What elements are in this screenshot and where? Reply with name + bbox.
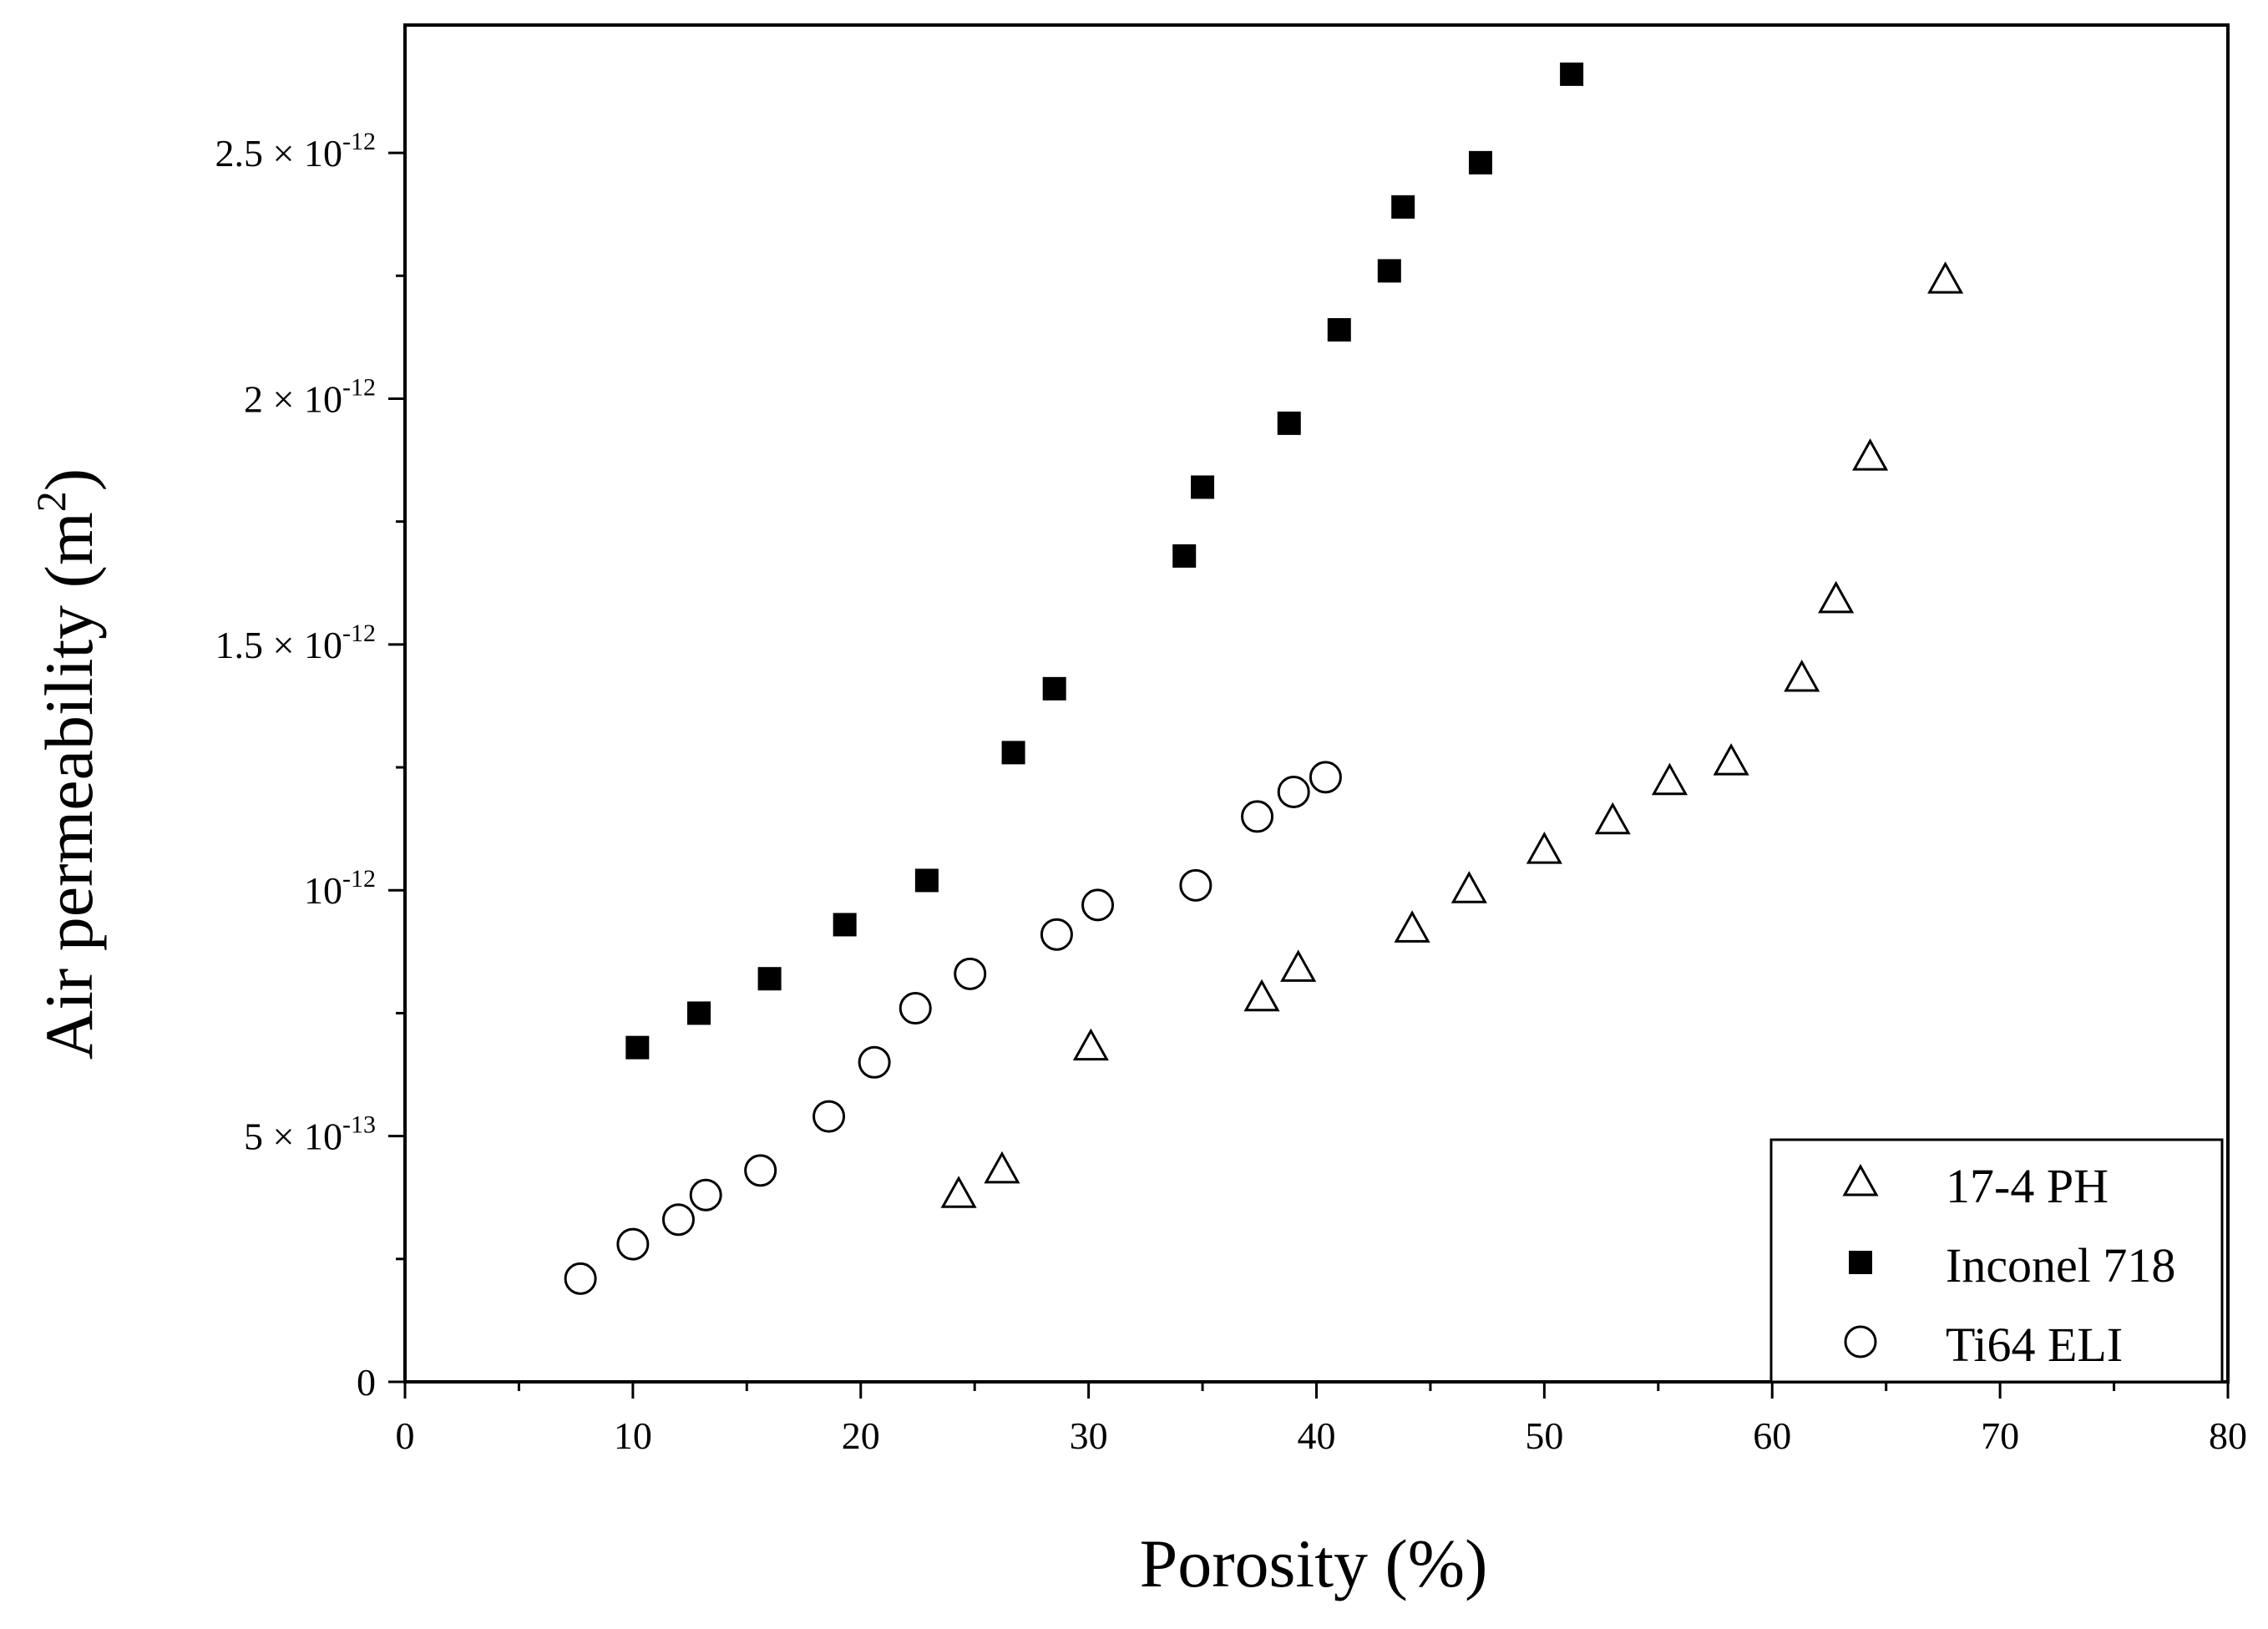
data-point: [1852, 438, 1889, 471]
data-point: [1468, 150, 1492, 175]
data-point: [1818, 580, 1855, 614]
data-point: [1784, 659, 1820, 692]
data-point: [616, 1227, 650, 1261]
legend-label: Ti64 ELI: [1946, 1318, 2123, 1372]
x-tick-label: 80: [2209, 1414, 2247, 1457]
data-point: [1191, 475, 1215, 499]
data-point: [687, 1001, 711, 1025]
data-marks: [564, 62, 1964, 1295]
series-inconel-718: [625, 62, 1584, 1060]
data-point: [1040, 918, 1073, 951]
data-point: [1309, 761, 1342, 794]
data-point: [1651, 762, 1688, 796]
x-tick-label: 10: [614, 1414, 652, 1457]
data-point: [757, 967, 782, 991]
data-point: [1594, 802, 1631, 835]
data-point: [689, 1178, 722, 1212]
x-tick-label: 0: [396, 1414, 415, 1457]
data-point: [940, 1176, 977, 1208]
data-point: [899, 992, 932, 1025]
data-point: [1927, 261, 1964, 294]
x-tick-label: 30: [1070, 1414, 1108, 1457]
data-point: [833, 913, 857, 937]
legend-marker: [1849, 1251, 1872, 1274]
legend-marker: [1842, 1163, 1879, 1196]
data-point: [1391, 195, 1415, 219]
y-tick-label: 5 × 10-13: [244, 1111, 376, 1158]
data-point: [1241, 800, 1274, 833]
x-tick-label: 20: [842, 1414, 880, 1457]
x-axis-title: Porosity (%): [1140, 1525, 1488, 1601]
data-point: [625, 1035, 650, 1060]
data-point: [1001, 741, 1025, 765]
data-point: [1327, 318, 1351, 342]
y-tick-label: 0: [357, 1361, 376, 1404]
data-point: [564, 1262, 597, 1295]
y-tick-label: 2.5 × 10-12: [215, 128, 376, 175]
data-point: [1450, 871, 1487, 903]
data-point: [858, 1045, 891, 1079]
data-point: [954, 957, 987, 990]
data-point: [1072, 1028, 1109, 1061]
x-tick-label: 40: [1298, 1414, 1336, 1457]
x-tick-label: 60: [1753, 1414, 1791, 1457]
data-point: [1243, 979, 1280, 1012]
data-point: [984, 1151, 1020, 1184]
data-point: [1560, 62, 1584, 86]
data-point: [813, 1100, 846, 1133]
data-point: [1179, 868, 1212, 902]
data-point: [1713, 743, 1749, 776]
legend-marker: [1844, 1325, 1877, 1358]
data-point: [744, 1154, 777, 1187]
legend-entry: Ti64 ELI: [1844, 1318, 2123, 1372]
data-point: [1394, 910, 1430, 943]
y-tick-label: 2 × 10-12: [244, 373, 376, 420]
legend-label: Inconel 718: [1946, 1238, 2175, 1293]
legend-entry: Inconel 718: [1849, 1238, 2175, 1293]
data-point: [1042, 676, 1066, 701]
data-point: [1277, 775, 1310, 808]
data-point: [1280, 949, 1317, 982]
data-point: [914, 868, 939, 893]
y-axis-title: Air permeability (m2): [28, 468, 107, 1060]
legend-label: 17-4 PH: [1946, 1159, 2109, 1213]
x-tick-label: 50: [1525, 1414, 1563, 1457]
data-point: [1377, 259, 1401, 283]
data-point: [1172, 544, 1197, 568]
legend: 17-4 PH Inconel 718 Ti64 ELI: [1769, 1138, 2224, 1384]
y-tick-label: 1.5 × 10-12: [215, 620, 376, 666]
data-point: [661, 1203, 695, 1237]
axes: 0 10 20 30 40 50 60 70 80 0 5 × 10-13 10-12 1.5 × 10…: [215, 23, 2247, 1457]
data-point: [1081, 888, 1115, 922]
data-point: [1526, 832, 1562, 864]
legend-entry: 17-4 PH: [1842, 1159, 2109, 1213]
series-ti64-eli: [564, 761, 1342, 1295]
x-tick-label: 70: [1981, 1414, 2019, 1457]
data-point: [1277, 411, 1301, 435]
series-17-4-ph: [940, 261, 1964, 1208]
y-tick-label: 10-12: [304, 865, 376, 912]
